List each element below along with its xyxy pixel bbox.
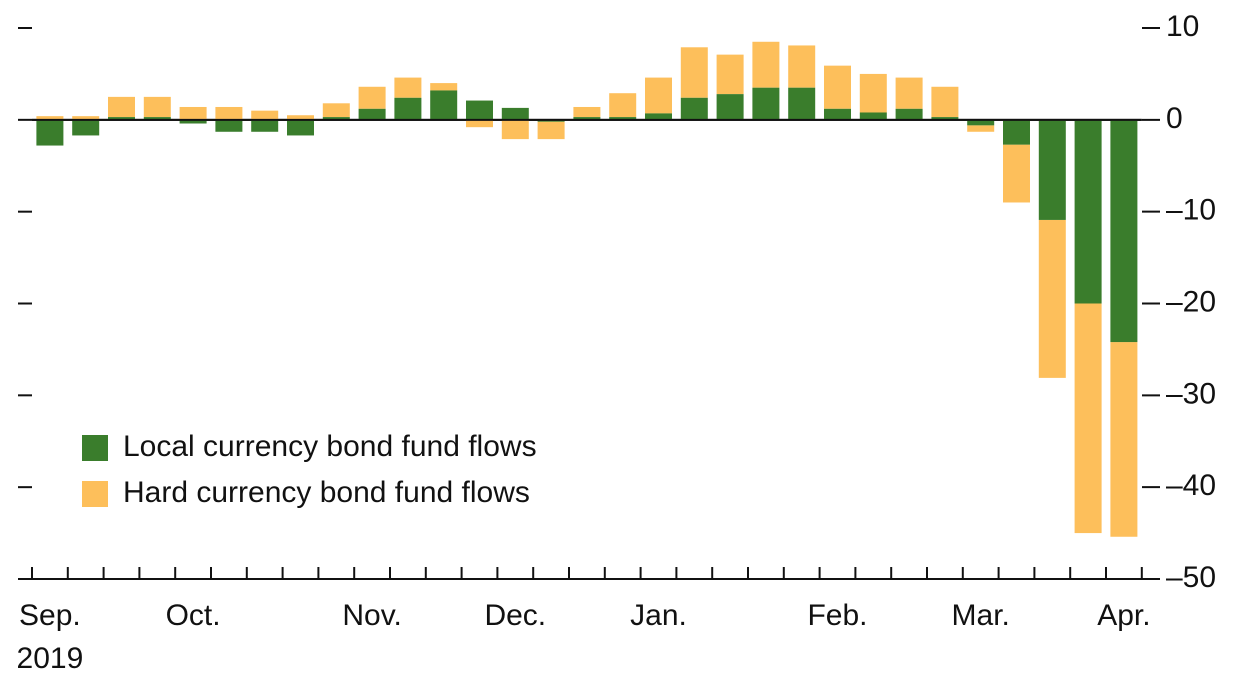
bar-segment	[931, 117, 959, 120]
bar-segment	[824, 108, 851, 120]
bar-segment	[645, 77, 672, 114]
bar-segment	[573, 106, 601, 118]
bar-segment	[1110, 342, 1138, 537]
bar-segment	[1038, 219, 1066, 378]
bar-segment	[251, 119, 279, 132]
bar-segment	[1003, 144, 1030, 203]
legend-swatch	[82, 435, 108, 461]
bar-segment	[788, 87, 816, 120]
bar-segment	[179, 119, 207, 124]
bar-segment	[788, 45, 816, 88]
y-tick-label: –40	[1166, 469, 1216, 502]
bar-segment	[215, 106, 243, 120]
x-tick-label: Dec.	[484, 599, 546, 632]
bar-segment	[287, 115, 314, 120]
legend-swatch	[82, 481, 108, 507]
bar-segment	[895, 108, 923, 120]
y-tick-label: 10	[1166, 10, 1199, 43]
bar-segment	[251, 110, 279, 120]
bar-segment	[215, 119, 243, 132]
bar-segment	[430, 90, 458, 120]
bar-segment	[72, 119, 100, 136]
bar-segment	[143, 96, 171, 118]
legend-label: Local currency bond fund flows	[123, 430, 537, 463]
y-tick-label: –30	[1166, 377, 1216, 410]
bar-segment	[859, 73, 887, 113]
y-tick-label: –20	[1166, 285, 1216, 318]
x-tick-label: Nov.	[342, 599, 401, 632]
bar-segment	[108, 117, 135, 120]
bar-segment	[752, 41, 780, 88]
bar-segment	[358, 108, 386, 120]
bar-segment	[716, 94, 744, 120]
x-tick-label: Jan.	[630, 599, 687, 632]
bar-segment	[394, 97, 422, 120]
bar-segment	[143, 117, 171, 120]
bar-segment	[645, 113, 672, 120]
bar-segment	[358, 86, 386, 109]
bar-segment	[680, 97, 708, 120]
bar-segment	[501, 107, 529, 120]
bar-segment	[36, 116, 64, 120]
legend-label: Hard currency bond fund flows	[123, 476, 530, 509]
bar-segment	[501, 119, 529, 140]
bar-segment	[322, 117, 350, 120]
bar-segment	[859, 112, 887, 120]
bar-segment	[179, 106, 207, 120]
y-tick-label: –10	[1166, 194, 1216, 227]
bar-segment	[108, 96, 135, 118]
bar-segment	[430, 83, 458, 91]
x-tick-label: Sep.	[19, 599, 81, 632]
bar-segment	[967, 119, 995, 126]
bar-segment	[1038, 119, 1066, 220]
bar-segment	[609, 117, 637, 120]
bar-segment	[394, 77, 422, 98]
bar-segment	[1110, 119, 1138, 343]
bar-segment	[1074, 303, 1102, 534]
bar-segment	[931, 86, 959, 118]
y-tick-label: 0	[1166, 102, 1183, 135]
bar-segment	[537, 121, 565, 140]
bar-segment	[967, 125, 995, 132]
bar-segment	[287, 119, 314, 136]
bar-segment	[716, 54, 744, 95]
bar-segment	[895, 77, 923, 109]
x-sublabel: 2019	[17, 642, 84, 675]
x-tick-label: Oct.	[166, 599, 221, 632]
bar-segment	[1003, 119, 1030, 145]
x-tick-label: Mar.	[952, 599, 1010, 632]
bar-segment	[36, 119, 64, 146]
bar-segment	[680, 47, 708, 98]
x-tick-label: Feb.	[807, 599, 867, 632]
bar-segment	[1074, 119, 1102, 304]
bar-segment	[824, 65, 851, 109]
bar-segment	[466, 119, 493, 128]
bar-segment	[466, 100, 493, 120]
bar-segment	[609, 93, 637, 118]
bar-segment	[752, 87, 780, 120]
bar-segment	[573, 117, 601, 120]
bar-segment	[72, 116, 100, 120]
y-tick-label: –50	[1166, 561, 1216, 594]
x-tick-label: Apr.	[1097, 599, 1150, 632]
bar-segment	[322, 103, 350, 118]
